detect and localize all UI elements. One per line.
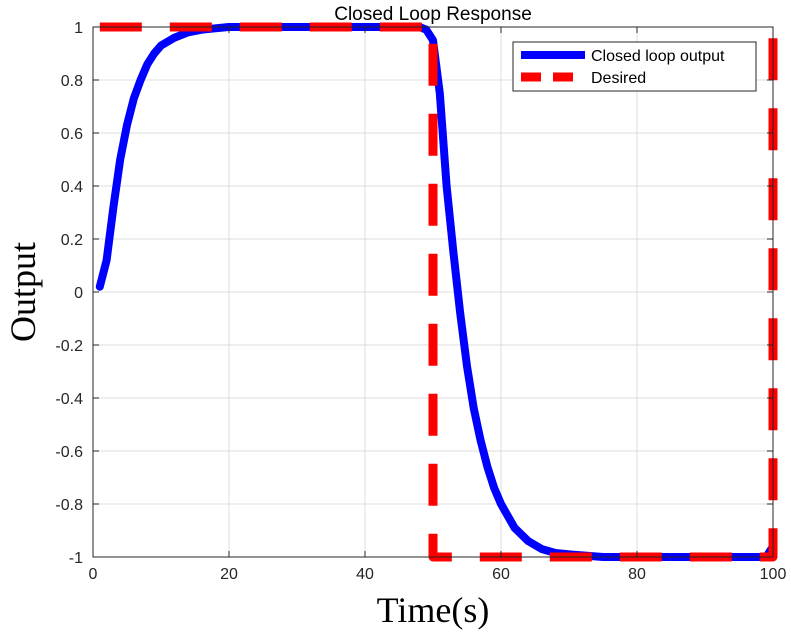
y-axis-label: Output (3, 242, 43, 342)
x-axis-label: Time(s) (377, 590, 490, 630)
y-tick-label: 0.6 (61, 126, 83, 143)
y-tick-label: 0.2 (61, 232, 83, 249)
y-tick-label: -0.8 (55, 497, 83, 514)
legend-box (512, 41, 757, 92)
y-tick-label: -0.2 (55, 338, 83, 355)
x-tick-label: 20 (220, 566, 238, 583)
legend-label-closed-loop-output: Closed loop output (591, 48, 725, 65)
y-tick-label: -0.4 (55, 391, 83, 408)
legend-label-desired: Desired (591, 70, 646, 87)
legend: Closed loop output Desired (512, 41, 757, 92)
y-tick-label: -1 (69, 550, 83, 567)
x-tick-label: 40 (356, 566, 374, 583)
x-tick-label: 100 (760, 566, 787, 583)
y-tick-label: 0.4 (61, 179, 83, 196)
tick-layer: 0 20 40 60 80 100 -1 -0.8 -0.6 -0.4 -0.2 0 0.2 0.4 0.6… (55, 20, 786, 583)
y-tick-label: 1 (74, 20, 83, 37)
x-tick-label: 0 (89, 566, 98, 583)
y-tick-label: -0.6 (55, 444, 83, 461)
y-tick-label: 0 (74, 285, 83, 302)
x-tick-label: 60 (492, 566, 510, 583)
y-tick-label: 0.8 (61, 73, 83, 90)
chart-title: Closed Loop Response (334, 4, 532, 25)
x-tick-label: 80 (628, 566, 646, 583)
